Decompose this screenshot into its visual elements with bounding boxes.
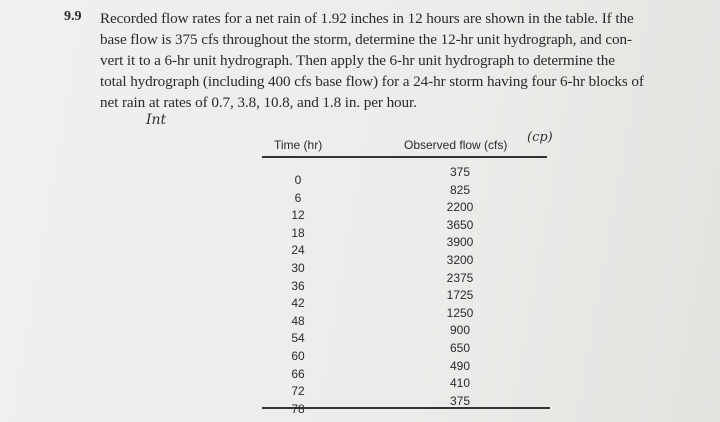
- problem-line: net rain at rates of 0.7, 3.8, 10.8, and…: [100, 94, 417, 111]
- time-cell: 66: [291, 366, 305, 381]
- problem-number: 9.9: [64, 9, 82, 24]
- flow-cell: 490: [449, 358, 471, 373]
- problem-line: Recorded flow rates for a net rain of 1.…: [100, 10, 634, 27]
- time-cell: 78: [291, 401, 305, 416]
- time-cell: 54: [291, 331, 305, 346]
- flow-cell: 2375: [446, 270, 474, 285]
- handwritten-note: Int: [146, 112, 167, 128]
- problem-line: total hydrograph (including 400 cfs base…: [100, 73, 644, 90]
- bottom-rule: [262, 407, 550, 409]
- flow-cell: 1725: [446, 288, 474, 303]
- flow-cell: 375: [449, 393, 471, 408]
- problem-line: base flow is 375 cfs throughout the stor…: [100, 31, 632, 48]
- flow-cell: 1250: [446, 305, 474, 320]
- time-cell: 36: [291, 278, 305, 293]
- flow-cell: 650: [449, 341, 471, 355]
- flow-cell: 3200: [446, 253, 474, 267]
- flow-cell: 2200: [446, 200, 474, 215]
- time-cell: 24: [291, 243, 305, 258]
- flow-cell: 3900: [446, 235, 474, 250]
- time-cell: 72: [291, 384, 305, 399]
- time-cell: 0: [294, 173, 302, 187]
- time-cell: 42: [291, 296, 305, 311]
- time-cell: 12: [291, 208, 305, 223]
- time-cell: 60: [291, 349, 305, 363]
- flow-cell: 900: [449, 323, 471, 338]
- problem-line: vert it to a 6-hr unit hydrograph. Then …: [100, 52, 615, 69]
- column-header: Observed flow (cfs): [404, 138, 508, 152]
- column-header: Time (hr): [274, 138, 323, 152]
- time-cell: 30: [291, 261, 305, 275]
- time-cell: 48: [291, 313, 305, 328]
- handwritten-note: (cp): [527, 130, 553, 145]
- flow-cell: 410: [449, 376, 471, 391]
- flow-cell: 825: [449, 182, 471, 197]
- time-cell: 6: [294, 190, 302, 205]
- flow-cell: 3650: [446, 217, 474, 232]
- time-cell: 18: [291, 225, 305, 240]
- header-rule: [262, 156, 547, 158]
- flow-cell: 375: [449, 165, 471, 179]
